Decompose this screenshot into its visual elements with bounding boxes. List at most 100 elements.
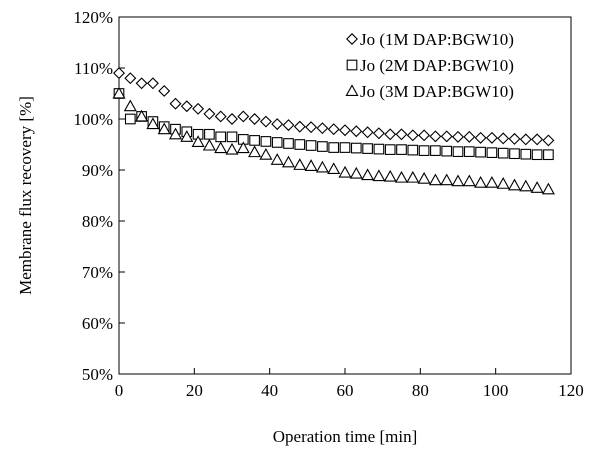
square-point [204, 128, 215, 140]
x-tick-label: 80 [412, 381, 429, 400]
square-point [294, 139, 306, 150]
diamond-point [452, 130, 464, 143]
diamond-point [350, 125, 363, 138]
square-point [486, 147, 498, 159]
legend-diamond-icon [346, 33, 358, 45]
triangle-point [462, 174, 476, 187]
triangle-point [496, 177, 510, 189]
diamond-point [135, 77, 148, 90]
diamond-point [169, 97, 182, 110]
triangle-point [428, 173, 442, 186]
legend-label: Jo (1M DAP:BGW10) [360, 30, 514, 49]
triangle-point [191, 135, 205, 147]
triangle-point [327, 162, 341, 175]
triangle-point [123, 99, 137, 112]
diamond-point [463, 130, 476, 143]
series-3 [112, 86, 555, 195]
diamond-point [293, 120, 306, 133]
diamond-point [237, 110, 250, 123]
triangle-point [519, 179, 533, 192]
triangle-point [112, 86, 126, 99]
diamond-point [158, 84, 171, 97]
diamond-point [406, 129, 419, 142]
square-point [407, 144, 419, 156]
square-point [249, 135, 260, 146]
x-tick-label: 100 [483, 381, 509, 400]
diamond-point [214, 110, 227, 123]
diamond-point [305, 121, 318, 134]
triangle-point [440, 173, 454, 186]
x-tick-label: 0 [115, 381, 124, 400]
legend-entry-2: Jo (2M DAP:BGW10) [346, 56, 514, 75]
square-point [531, 149, 543, 161]
triangle-point [202, 138, 216, 151]
triangle-point [485, 176, 499, 188]
triangle-point [394, 170, 409, 183]
square-point [305, 140, 317, 151]
diamond-point [519, 133, 532, 146]
triangle-point [372, 169, 386, 182]
square-point [226, 131, 238, 143]
square-point [328, 142, 340, 153]
legend-square-icon [346, 59, 358, 71]
diamond-point [316, 122, 329, 135]
square-point [452, 146, 464, 157]
triangle-point [146, 117, 160, 130]
square-point [396, 144, 407, 155]
legend-label: Jo (3M DAP:BGW10) [360, 82, 514, 101]
square-point [339, 142, 351, 153]
diamond-point [248, 113, 261, 125]
y-tick-label: 100% [73, 110, 113, 129]
square-point [497, 147, 509, 159]
diamond-point [113, 67, 125, 80]
diamond-point [531, 133, 544, 146]
square-point [441, 145, 453, 157]
diamond-point [124, 72, 137, 85]
x-tick-label: 60 [337, 381, 354, 400]
y-tick-label: 110% [74, 59, 113, 78]
square-point [350, 142, 362, 154]
square-point [520, 148, 532, 160]
diamond-point [327, 123, 340, 136]
diamond-point [226, 113, 238, 125]
triangle-point [349, 166, 363, 179]
triangle-point [293, 158, 307, 170]
triangle-point [259, 147, 273, 160]
diamond-point [203, 107, 216, 120]
y-tick-label: 50% [82, 365, 113, 384]
triangle-point [474, 176, 488, 188]
legend-triangle-icon [345, 84, 359, 97]
triangle-point [361, 168, 375, 181]
square-point [430, 145, 441, 156]
diamond-point [429, 130, 442, 143]
diamond-point [282, 119, 295, 132]
diamond-point [497, 132, 510, 145]
triangle-point [135, 109, 149, 122]
x-tick-label: 40 [261, 381, 278, 400]
triangle-point [168, 127, 183, 140]
triangle-point [304, 159, 318, 171]
square-point [373, 143, 385, 155]
square-point [384, 144, 396, 155]
square-point [283, 138, 294, 149]
diamond-point [180, 100, 193, 113]
diamond-point [542, 134, 555, 147]
triangle-point [541, 182, 555, 195]
triangle-point [236, 141, 250, 154]
diamond-point [192, 102, 205, 115]
y-tick-label: 90% [82, 161, 113, 180]
triangle-point [180, 130, 194, 142]
diamond-point [146, 77, 159, 90]
square-point [509, 148, 520, 160]
square-point [317, 141, 328, 152]
square-point [543, 149, 554, 161]
diamond-point [372, 127, 385, 140]
triangle-point [248, 145, 262, 158]
plot-area [112, 67, 555, 195]
legend-entry-3: Jo (3M DAP:BGW10) [345, 82, 514, 101]
x-tick-label: 20 [186, 381, 203, 400]
square-point [260, 136, 272, 147]
axes: 50% 60% 70% 80% 90% 100% 110% 120% 0 20 40 60 80 100 1… [73, 8, 583, 400]
triangle-point [315, 160, 329, 173]
